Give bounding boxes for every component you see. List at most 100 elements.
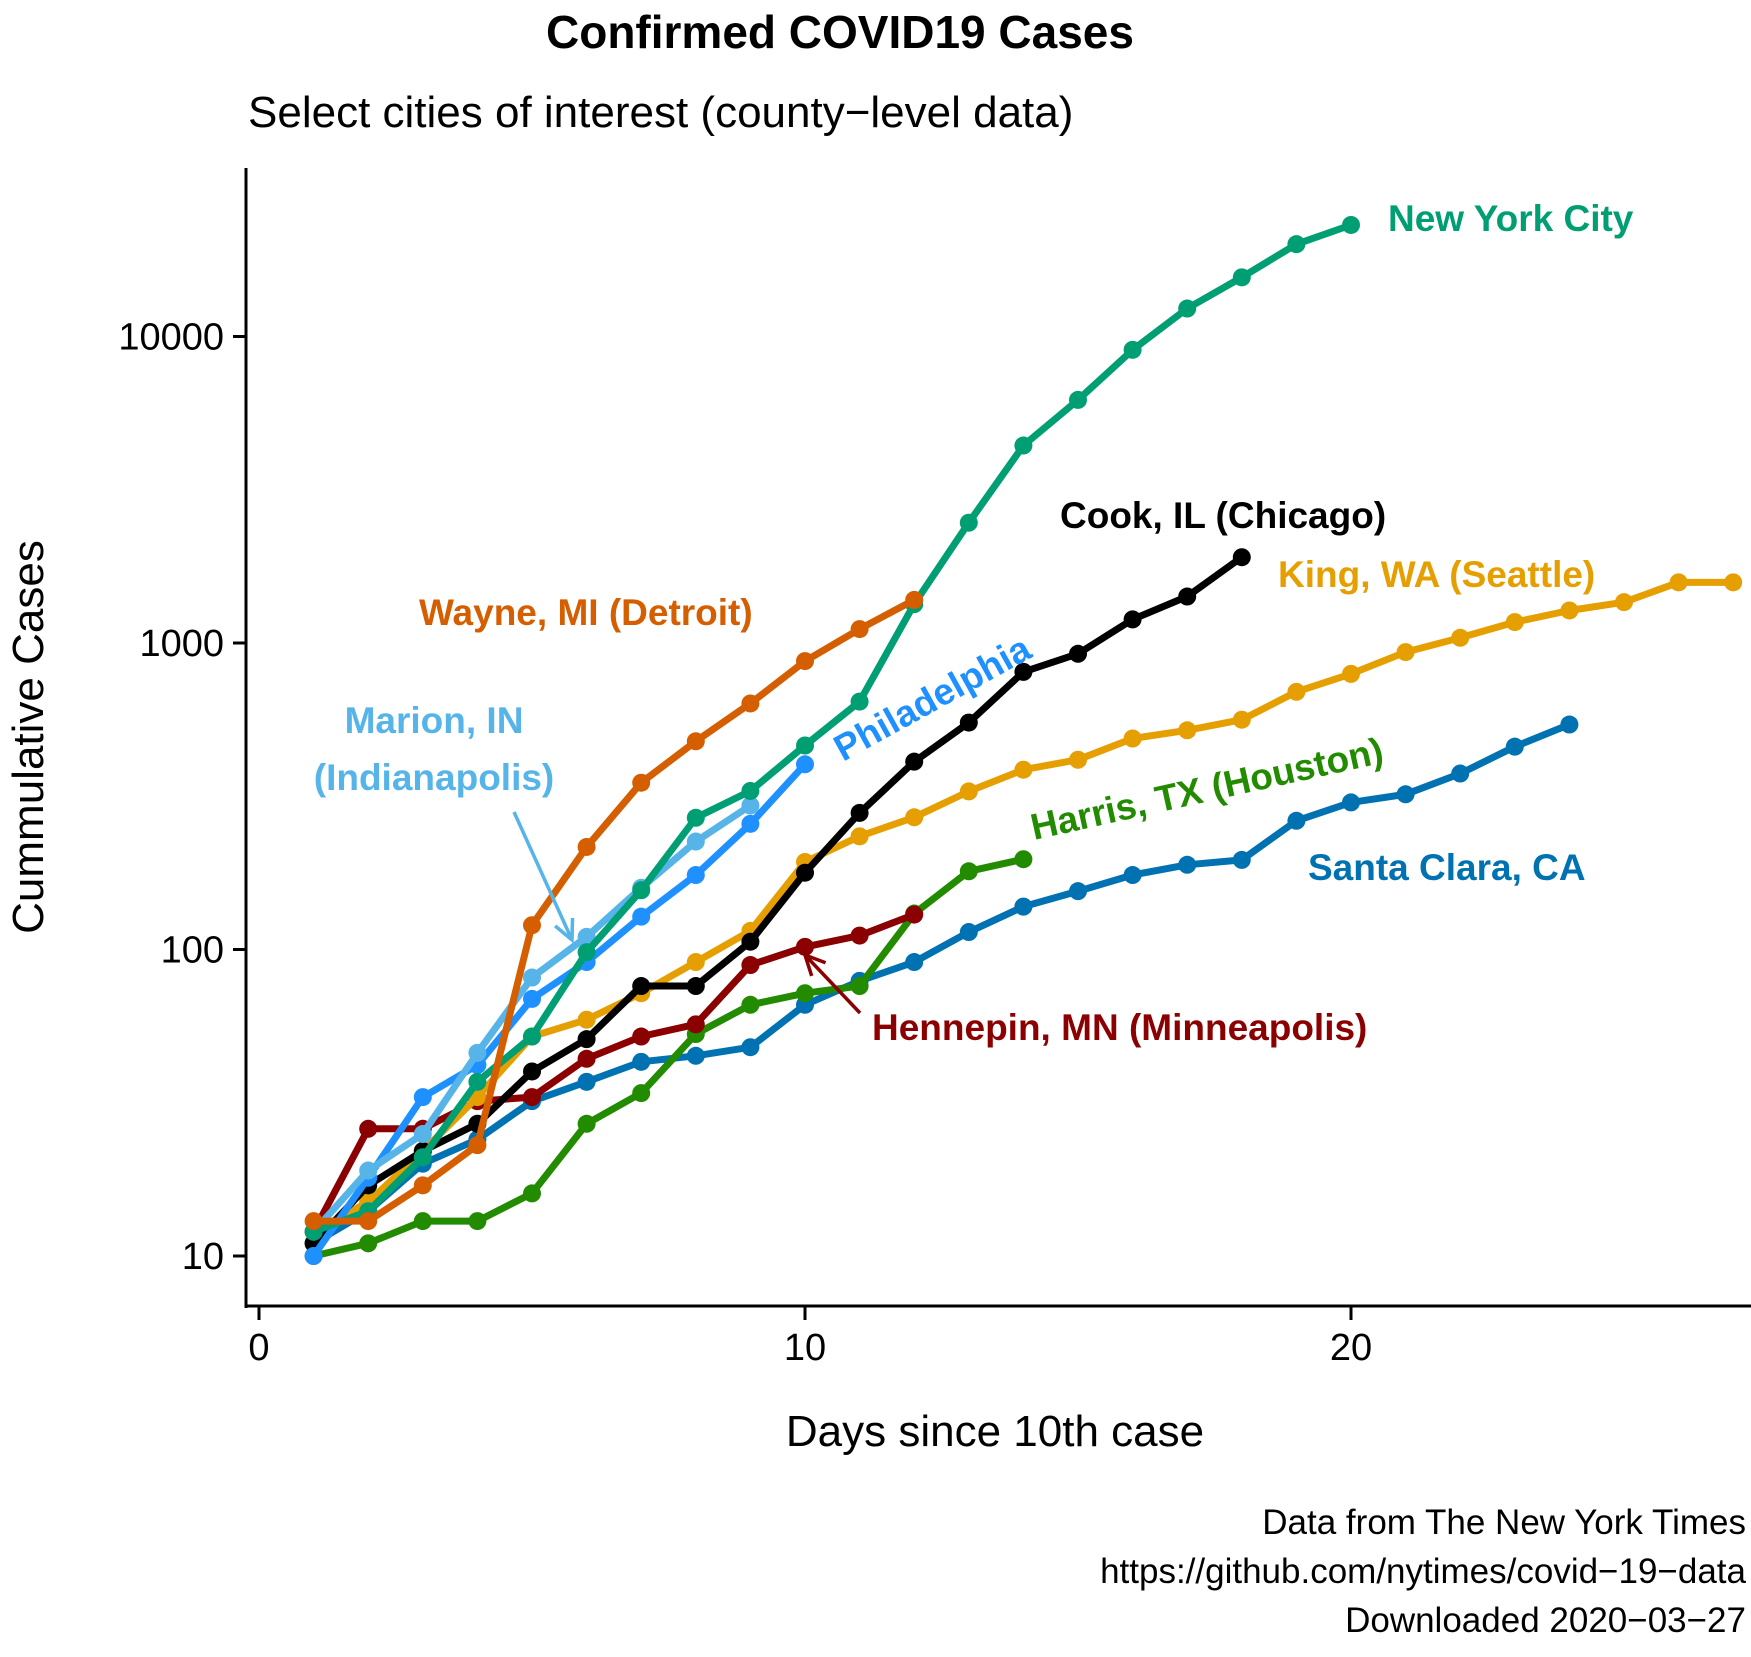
data-point bbox=[741, 995, 760, 1014]
data-point bbox=[632, 1052, 651, 1071]
data-point bbox=[796, 863, 814, 882]
x-ticks: 0 10 20 bbox=[248, 1306, 1372, 1369]
data-point bbox=[1232, 710, 1251, 729]
data-point bbox=[577, 1030, 596, 1049]
data-point bbox=[686, 732, 705, 751]
data-point bbox=[905, 590, 924, 609]
data-point bbox=[741, 956, 760, 975]
data-point bbox=[523, 1062, 541, 1081]
data-point bbox=[1451, 764, 1470, 783]
data-point bbox=[523, 1088, 541, 1107]
data-point bbox=[577, 1072, 596, 1091]
data-point bbox=[413, 1125, 432, 1144]
data-point bbox=[1560, 715, 1579, 734]
data-point bbox=[686, 1015, 705, 1034]
data-point bbox=[468, 1212, 487, 1231]
data-point bbox=[577, 943, 596, 962]
data-point bbox=[1069, 750, 1087, 769]
data-point bbox=[796, 755, 814, 774]
series-line bbox=[310, 760, 809, 1260]
data-point bbox=[413, 1176, 432, 1195]
data-point bbox=[468, 1136, 487, 1155]
data-point bbox=[1342, 793, 1360, 812]
caption-download-date: Downloaded 2020−03−27 bbox=[1345, 1601, 1746, 1640]
data-point bbox=[905, 905, 924, 924]
data-point bbox=[1014, 897, 1033, 916]
series-philadelphia bbox=[304, 755, 814, 1265]
data-point bbox=[1123, 866, 1142, 885]
data-point bbox=[1178, 587, 1197, 606]
data-point bbox=[1014, 662, 1033, 681]
x-tick-label: 10 bbox=[784, 1327, 826, 1369]
data-point bbox=[850, 803, 869, 822]
data-point bbox=[632, 907, 651, 926]
data-point bbox=[686, 832, 705, 851]
data-point bbox=[468, 1043, 487, 1062]
data-point bbox=[1396, 643, 1415, 662]
data-point bbox=[1342, 215, 1360, 234]
label-new-york-city: New York City bbox=[1388, 198, 1634, 239]
series-line bbox=[310, 221, 1355, 1236]
data-point bbox=[1505, 737, 1524, 756]
data-point bbox=[905, 808, 924, 827]
data-point bbox=[632, 1027, 651, 1046]
data-point bbox=[359, 1119, 378, 1138]
data-point bbox=[632, 881, 651, 900]
label-king-wa-seattle: King, WA (Seattle) bbox=[1278, 554, 1595, 595]
data-point bbox=[686, 977, 705, 996]
data-point bbox=[1287, 682, 1306, 701]
data-point bbox=[850, 692, 869, 711]
series-line bbox=[310, 553, 1246, 1247]
data-point bbox=[1178, 721, 1197, 740]
data-point bbox=[1232, 548, 1251, 567]
y-tick-label: 1000 bbox=[139, 623, 224, 665]
y-ticks: 10 100 1000 10000 bbox=[118, 317, 246, 1278]
data-point bbox=[359, 1212, 378, 1231]
data-point bbox=[905, 953, 924, 972]
data-point bbox=[523, 1027, 541, 1046]
data-point bbox=[686, 866, 705, 885]
data-point bbox=[1232, 268, 1251, 287]
data-point bbox=[359, 1234, 378, 1253]
data-point bbox=[741, 781, 760, 800]
data-point bbox=[523, 1184, 541, 1203]
data-point bbox=[741, 1038, 760, 1057]
series-line bbox=[310, 596, 918, 1225]
data-point bbox=[1178, 855, 1197, 874]
data-point bbox=[1123, 340, 1142, 359]
data-point bbox=[1069, 644, 1087, 663]
label-wayne-mi-detroit: Wayne, MI (Detroit) bbox=[419, 592, 753, 633]
chart-subtitle: Select cities of interest (county−level … bbox=[248, 88, 1073, 137]
marion-leader-arrow bbox=[512, 811, 575, 944]
caption-url: https://github.com/nytimes/covid−19−data bbox=[1100, 1552, 1746, 1591]
data-point bbox=[959, 513, 978, 532]
caption-source: Data from The New York Times bbox=[1262, 1503, 1746, 1542]
data-point bbox=[850, 926, 869, 945]
series-wayne-mi-detroit bbox=[304, 590, 924, 1231]
data-point bbox=[850, 977, 869, 996]
data-point bbox=[686, 808, 705, 827]
data-point bbox=[796, 652, 814, 671]
data-point bbox=[905, 752, 924, 771]
data-point bbox=[1178, 299, 1197, 318]
data-point bbox=[359, 1161, 378, 1180]
y-tick-label: 100 bbox=[161, 930, 224, 972]
data-point bbox=[1505, 613, 1524, 632]
data-point bbox=[686, 1046, 705, 1065]
data-point bbox=[632, 773, 651, 792]
data-point bbox=[468, 1072, 487, 1091]
hennepin-leader-arrow bbox=[802, 952, 862, 1015]
y-tick-label: 10000 bbox=[118, 317, 224, 359]
label-harris-tx-houston: Harris, TX (Houston) bbox=[1027, 730, 1387, 848]
y-tick-label: 10 bbox=[182, 1236, 224, 1278]
data-point bbox=[959, 782, 978, 801]
data-point bbox=[850, 827, 869, 846]
annotation-layer: New York City Cook, IL (Chicago) King, WA … bbox=[314, 198, 1634, 1048]
series-line bbox=[310, 855, 1027, 1260]
data-point bbox=[304, 1212, 323, 1231]
data-point bbox=[1615, 593, 1633, 612]
chart-title: Confirmed COVID19 Cases bbox=[546, 6, 1134, 58]
label-marion-in-indianapolis: Marion, IN (Indianapolis) bbox=[314, 700, 555, 798]
data-point bbox=[686, 953, 705, 972]
data-point bbox=[959, 862, 978, 881]
